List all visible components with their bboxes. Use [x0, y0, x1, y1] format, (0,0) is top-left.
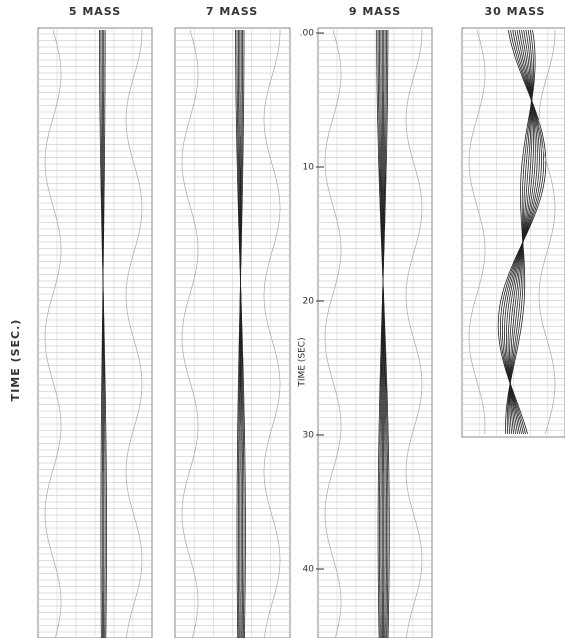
- axis-label: TIME (SEC.): [9, 319, 22, 402]
- panel-title: 5 MASS: [69, 5, 121, 18]
- background: [0, 0, 565, 638]
- time-tick-label: .00: [300, 29, 315, 39]
- axis-label: TIME (SEC): [298, 337, 308, 387]
- panel-title: 30 MASS: [485, 5, 546, 18]
- panel-title: 9 MASS: [349, 5, 401, 18]
- time-tick-label: 30: [303, 431, 315, 441]
- figure: 5 MASS 7 MASS 9 MASS 30 MASS TIME (SEC.)…: [0, 0, 565, 638]
- panel-title: 7 MASS: [206, 5, 258, 18]
- time-tick-label: 10: [303, 163, 315, 173]
- time-tick-label: 20: [303, 297, 315, 307]
- time-tick-label: 40: [303, 565, 315, 575]
